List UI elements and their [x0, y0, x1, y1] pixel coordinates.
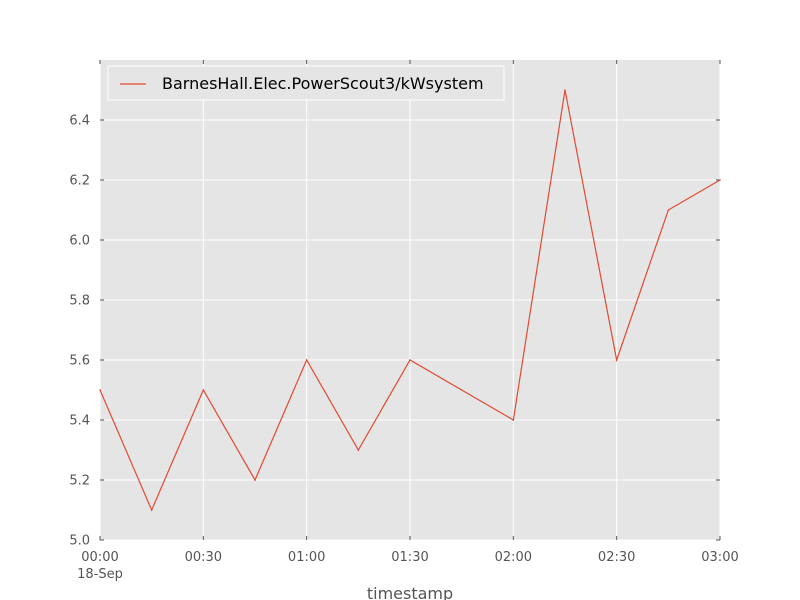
legend: BarnesHall.Elec.PowerScout3/kWsystem: [107, 65, 505, 101]
data-point: [150, 509, 153, 511]
x-tick-label: 00:30: [185, 550, 222, 565]
x-tick-label: 01:30: [391, 550, 428, 565]
y-tick-labels: 5.0 5.2 5.4 5.6 5.8 6.0 6.2 6.4: [69, 114, 90, 549]
y-tick-label: 5.8: [69, 294, 90, 309]
y-tick-label: 5.0: [69, 534, 90, 549]
data-point: [615, 359, 618, 361]
y-tick-label: 5.6: [69, 354, 90, 369]
data-point: [512, 419, 515, 421]
y-tick-label: 6.2: [69, 174, 90, 189]
y-tick-label: 5.2: [69, 474, 90, 489]
axis-ticks: [99, 60, 721, 541]
y-tick-label: 6.4: [69, 114, 90, 129]
y-tick-label: 5.4: [69, 414, 90, 429]
data-point: [564, 89, 566, 91]
x-tick-label: 02:30: [598, 550, 635, 565]
data-point: [460, 389, 463, 391]
y-tick-label: 6.0: [69, 234, 90, 249]
data-point: [667, 209, 670, 211]
x-tick-label: 03:00: [701, 550, 738, 565]
data-point: [719, 179, 721, 181]
x-tick-label: 00:00: [81, 550, 118, 565]
data-point: [357, 449, 360, 451]
data-point: [305, 359, 308, 361]
x-date-label: 18-Sep: [77, 567, 123, 582]
data-point: [409, 359, 411, 361]
x-axis-title: timestamp: [367, 584, 453, 600]
legend-box: [107, 65, 505, 101]
legend-entry-label: BarnesHall.Elec.PowerScout3/kWsystem: [162, 74, 484, 93]
x-tick-label: 02:00: [495, 550, 532, 565]
series-layer: [99, 89, 721, 512]
data-point: [254, 479, 256, 481]
x-tick-labels: 00:00 00:30 01:00 01:30 02:00 02:30 03:00: [81, 550, 738, 565]
data-point: [202, 389, 205, 391]
data-point: [99, 389, 101, 391]
x-tick-label: 01:00: [288, 550, 325, 565]
